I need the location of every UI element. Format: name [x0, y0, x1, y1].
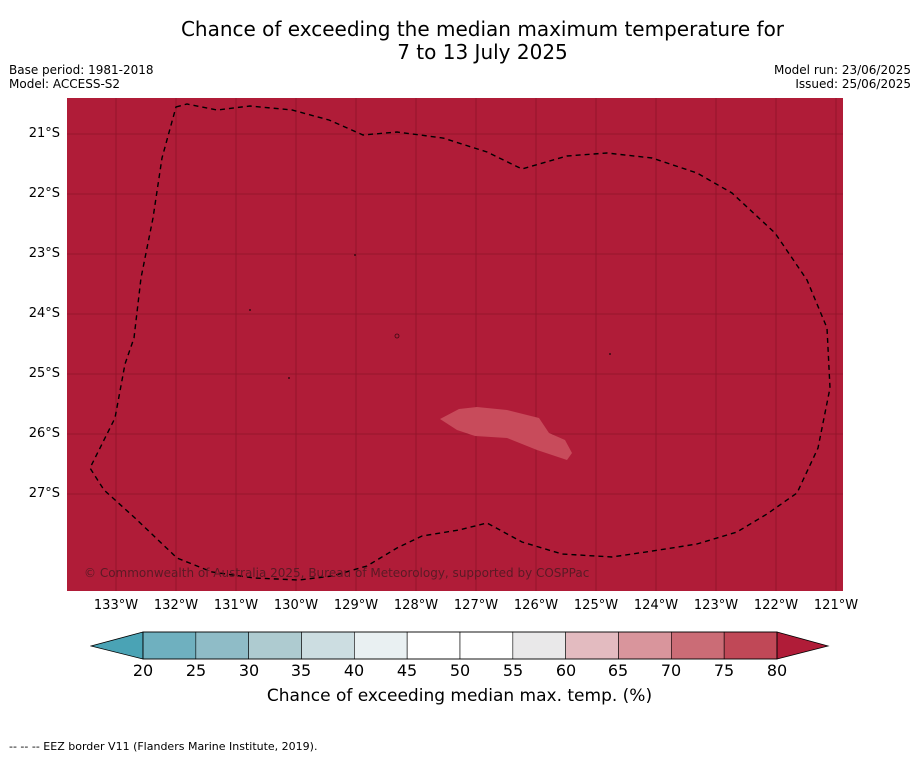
lat-label-21s: 21°S	[28, 126, 60, 141]
lat-label-27s: 27°S	[28, 486, 60, 501]
colorbar-tick-60: 60	[555, 661, 577, 680]
eez-border	[89, 103, 831, 581]
colorbar-segment	[406, 631, 461, 660]
colorbar-tick-80: 80	[766, 661, 788, 680]
colorbar-segment	[248, 631, 302, 660]
lat-label-26s: 26°S	[28, 426, 60, 441]
lon-label-129w: 129°W	[333, 598, 379, 613]
lon-label-124w: 124°W	[633, 598, 679, 613]
map-svg	[67, 98, 843, 591]
colorbar-segment	[459, 631, 514, 660]
colorbar-segment	[723, 631, 778, 660]
model-name: Model: ACCESS-S2	[9, 77, 121, 91]
islands	[249, 254, 611, 379]
meta-left: Base period: 1981-2018 Model: ACCESS-S2	[9, 63, 154, 91]
issued-date: Issued: 25/06/2025	[795, 77, 911, 91]
lon-label-128w: 128°W	[393, 598, 439, 613]
lat-label-24s: 24°S	[28, 306, 60, 321]
model-run: Model run: 23/06/2025	[773, 63, 911, 77]
colorbar	[90, 631, 830, 660]
colorbar-segment	[565, 631, 619, 660]
colorbar-tick-45: 45	[396, 661, 418, 680]
lon-label-131w: 131°W	[213, 598, 259, 613]
colorbar-tick-35: 35	[290, 661, 312, 680]
lon-label-126w: 126°W	[513, 598, 559, 613]
lon-label-125w: 125°W	[573, 598, 619, 613]
colorbar-segment	[301, 631, 355, 660]
base-period: Base period: 1981-2018	[9, 63, 154, 77]
probability-field	[67, 98, 843, 591]
colorbar-segments	[142, 631, 778, 660]
lon-label-130w: 130°W	[273, 598, 319, 613]
copyright-notice: © Commonwealth of Australia 2025, Bureau…	[84, 566, 590, 580]
lon-label-121w: 121°W	[813, 598, 859, 613]
colorbar-tick-20: 20	[132, 661, 154, 680]
colorbar-tick-50: 50	[449, 661, 471, 680]
lon-label-122w: 122°W	[753, 598, 799, 613]
colorbar-segment	[671, 631, 725, 660]
meta-right: Model run: 23/06/2025 Issued: 25/06/2025	[774, 63, 911, 91]
colorbar-tick-70: 70	[660, 661, 682, 680]
colorbar-tick-75: 75	[713, 661, 735, 680]
colorbar-tick-30: 30	[238, 661, 260, 680]
probability-patch	[440, 407, 572, 460]
title-line-1: Chance of exceeding the median maximum t…	[180, 17, 785, 41]
colorbar-tick-40: 40	[343, 661, 365, 680]
colorbar-segment	[195, 631, 249, 660]
colorbar-tick-55: 55	[502, 661, 524, 680]
lat-label-23s: 23°S	[28, 246, 60, 261]
lon-label-127w: 127°W	[453, 598, 499, 613]
colorbar-segment	[142, 631, 197, 660]
colorbar-over-arrow	[776, 631, 830, 660]
colorbar-segment	[618, 631, 672, 660]
lon-label-133w: 133°W	[93, 598, 139, 613]
lat-label-25s: 25°S	[28, 366, 60, 381]
lat-label-22s: 22°S	[28, 186, 60, 201]
lon-label-123w: 123°W	[693, 598, 739, 613]
graticule	[67, 98, 843, 591]
colorbar-segment	[512, 631, 566, 660]
map-panel	[67, 98, 843, 591]
colorbar-frame	[142, 631, 778, 660]
colorbar-segment	[354, 631, 408, 660]
title-line-2: 7 to 13 July 2025	[397, 40, 568, 64]
map-title: Chance of exceeding the median maximum t…	[0, 18, 919, 64]
colorbar-tick-65: 65	[607, 661, 629, 680]
colorbar-under-arrow	[90, 631, 144, 660]
lon-label-132w: 132°W	[153, 598, 199, 613]
colorbar-tick-25: 25	[185, 661, 207, 680]
eez-legend-note: -- -- -- EEZ border V11 (Flanders Marine…	[9, 740, 318, 753]
colorbar-title: Chance of exceeding median max. temp. (%…	[266, 686, 653, 706]
